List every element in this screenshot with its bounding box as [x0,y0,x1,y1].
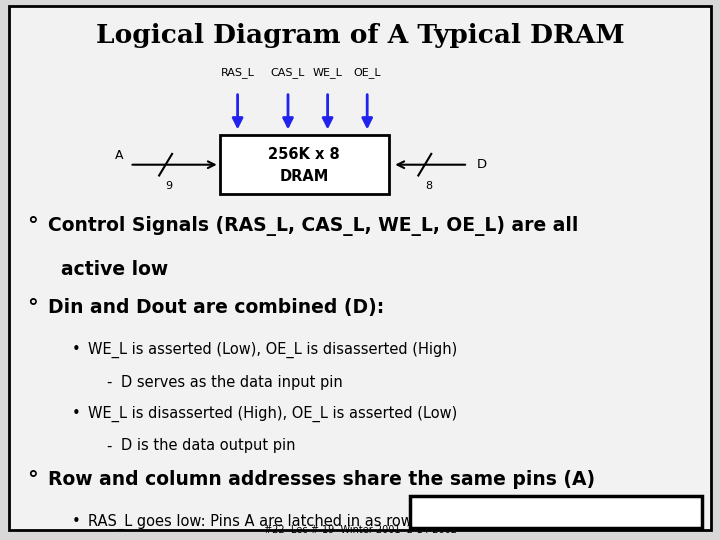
Text: OE_L: OE_L [354,68,381,78]
Text: WE_L: WE_L [312,68,343,78]
Text: D serves as the data input pin: D serves as the data input pin [121,375,343,389]
Text: WE_L is asserted (Low), OE_L is disasserted (High): WE_L is asserted (Low), OE_L is disasser… [88,342,457,359]
Text: 9: 9 [165,181,172,191]
Text: RAS_L: RAS_L [220,68,255,78]
Text: RAS_L goes low: Pins A are latched in as row address: RAS_L goes low: Pins A are latched in as… [88,514,475,530]
Text: •: • [72,514,81,529]
Text: D: D [477,158,487,171]
Text: DRAM: DRAM [279,169,329,184]
Text: -: - [107,375,112,389]
Text: A: A [115,149,124,162]
Text: active low: active low [48,260,168,279]
Text: EECC341 - Shaaban: EECC341 - Shaaban [456,503,657,521]
Text: Logical Diagram of A Typical DRAM: Logical Diagram of A Typical DRAM [96,23,624,48]
Text: 8: 8 [426,181,433,191]
Text: WE_L is disasserted (High), OE_L is asserted (Low): WE_L is disasserted (High), OE_L is asse… [88,406,457,422]
Text: Row and column addresses share the same pins (A): Row and column addresses share the same … [48,470,595,489]
Text: Din and Dout are combined (D):: Din and Dout are combined (D): [48,298,384,317]
Text: -: - [107,438,112,453]
Text: CAS_L: CAS_L [271,68,305,78]
Text: °: ° [27,216,38,236]
Text: °: ° [27,470,38,490]
Text: #22  Lec # 19  Winter 2001  2-14-2002: #22 Lec # 19 Winter 2001 2-14-2002 [264,524,456,535]
Text: •: • [72,342,81,357]
Text: •: • [72,406,81,421]
Text: Control Signals (RAS_L, CAS_L, WE_L, OE_L) are all: Control Signals (RAS_L, CAS_L, WE_L, OE_… [48,216,578,236]
Text: D is the data output pin: D is the data output pin [121,438,295,453]
Text: °: ° [27,298,38,318]
Text: 256K x 8: 256K x 8 [269,147,340,162]
Bar [220,135,389,194]
